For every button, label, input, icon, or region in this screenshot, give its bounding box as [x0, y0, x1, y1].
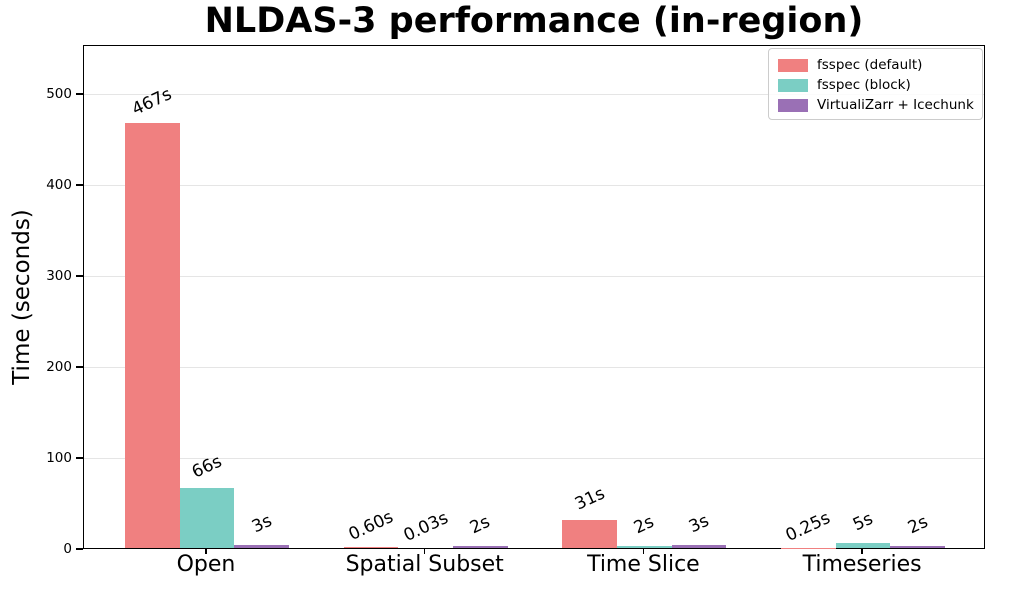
- bar: [234, 545, 290, 548]
- x-tick-mark: [205, 549, 207, 554]
- gridline: [84, 367, 984, 369]
- bar: [562, 519, 618, 548]
- legend-label: fsspec (block): [817, 77, 911, 93]
- y-tick-label: 500: [46, 86, 72, 103]
- bar-value-label: 2s: [467, 511, 494, 539]
- y-tick-label: 0: [63, 541, 72, 557]
- legend-swatch: [778, 78, 808, 92]
- legend-item: fsspec (block): [778, 75, 982, 95]
- bar-value-label: 5s: [849, 509, 877, 536]
- y-tick-label: 100: [46, 450, 72, 467]
- bar-value-label: 0.25s: [782, 507, 834, 546]
- bar-value-label: 3s: [685, 511, 713, 538]
- legend-label: VirtualiZarr + Icechunk: [817, 97, 974, 113]
- legend-swatch: [778, 58, 808, 72]
- y-tick-label: 200: [46, 359, 72, 376]
- bar-value-label: 2s: [904, 511, 931, 539]
- x-tick-label: Timeseries: [802, 552, 922, 577]
- bar-value-label: 0.60s: [345, 507, 397, 546]
- y-tick-mark: [76, 93, 83, 95]
- x-tick-label: Open: [176, 552, 236, 577]
- y-tick-label: 400: [46, 177, 72, 194]
- legend-swatch: [778, 98, 808, 112]
- bar-value-label: 467s: [129, 84, 176, 120]
- gridline: [84, 185, 984, 187]
- gridline: [84, 94, 984, 96]
- bar: [617, 546, 672, 548]
- bar: [671, 545, 727, 548]
- x-tick-label: Time Slice: [587, 552, 700, 577]
- bar: [179, 487, 235, 548]
- x-tick-label: Spatial Subset: [345, 552, 504, 577]
- y-tick-mark: [76, 457, 83, 459]
- bar: [890, 546, 946, 548]
- x-tick-mark: [861, 549, 863, 554]
- bar: [124, 123, 180, 548]
- bar-value-label: 2s: [631, 511, 658, 539]
- y-tick-mark: [76, 366, 83, 368]
- legend-item: VirtualiZarr + Icechunk: [778, 95, 982, 115]
- gridline: [84, 276, 984, 278]
- plot-area: 467s 0.60s 31s 0.25s 66s 0.03s 2s 5s 3s 2s 3s 2s: [83, 45, 985, 549]
- gridline: [84, 458, 984, 460]
- y-tick-mark: [76, 548, 83, 550]
- legend-label: fsspec (default): [817, 57, 923, 73]
- legend: fsspec (default) fsspec (block) VirtualiZa…: [768, 48, 983, 120]
- bar-value-label: 31s: [571, 483, 608, 515]
- y-tick-label: 300: [46, 268, 72, 285]
- bar: [453, 546, 508, 548]
- x-tick-mark: [642, 549, 645, 554]
- bar: [835, 543, 891, 548]
- bar-value-label: 66s: [188, 451, 226, 483]
- bar-value-label: 3s: [248, 511, 275, 538]
- bar-value-label: 0.03s: [400, 508, 452, 546]
- x-tick-mark: [423, 549, 426, 554]
- bar: [343, 547, 399, 548]
- y-tick-mark: [76, 275, 83, 277]
- y-tick-mark: [76, 184, 83, 186]
- legend-item: fsspec (default): [778, 55, 982, 75]
- chart-title: NLDAS-3 performance (in-region): [204, 1, 864, 41]
